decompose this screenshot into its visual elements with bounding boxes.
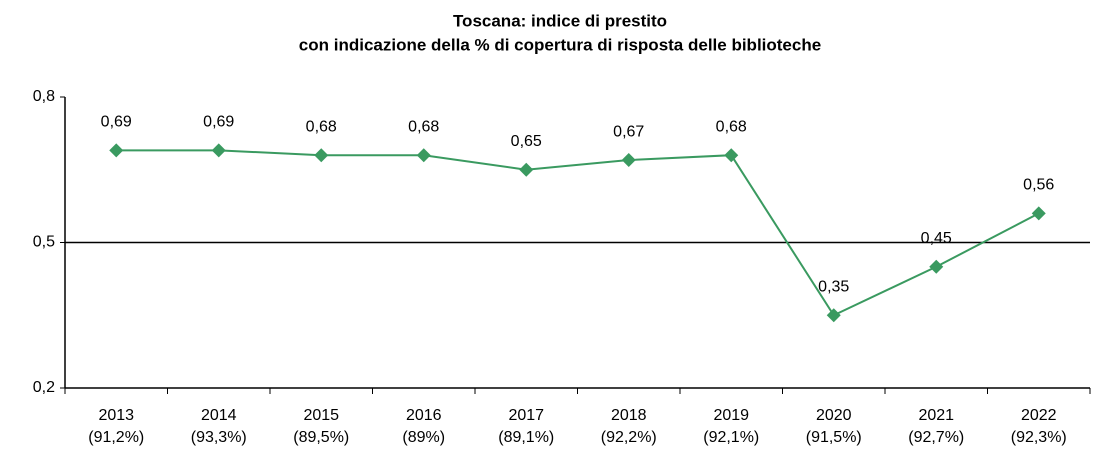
x-tick-label: 2021 [918,407,954,424]
data-label: 0,69 [203,114,234,131]
x-tick-sublabel: (91,2%) [88,429,144,446]
x-tick-sublabel: (92,3%) [1011,429,1067,446]
x-tick-label: 2017 [508,407,544,424]
x-tick-sublabel: (89,5%) [293,429,349,446]
marker [621,153,636,168]
x-tick-sublabel: (89%) [402,429,445,446]
x-tick-label: 2013 [98,407,134,424]
x-tick-sublabel: (92,1%) [703,429,759,446]
marker [929,259,944,274]
x-tick-sublabel: (89,1%) [498,429,554,446]
data-label: 0,68 [408,118,439,135]
x-tick-sublabel: (93,3%) [191,429,247,446]
y-tick-label: 0,5 [33,234,55,251]
marker [211,143,226,158]
x-tick-label: 2020 [816,407,852,424]
x-tick-label: 2015 [303,407,339,424]
x-tick-sublabel: (91,5%) [806,429,862,446]
chart-subtitle: con indicazione della % di copertura di … [299,35,821,54]
marker [109,143,124,158]
x-tick-label: 2014 [201,407,237,424]
x-tick-label: 2022 [1021,407,1057,424]
x-tick-label: 2016 [406,407,442,424]
y-tick-label: 0,8 [33,88,55,105]
data-label: 0,69 [101,114,132,131]
marker [1031,206,1046,221]
data-label: 0,35 [818,278,849,295]
data-label: 0,45 [921,230,952,247]
x-tick-sublabel: (92,2%) [601,429,657,446]
marker [724,148,739,163]
marker [519,162,534,177]
x-tick-label: 2019 [713,407,749,424]
x-tick-sublabel: (92,7%) [908,429,964,446]
marker [314,148,329,163]
marker [826,308,841,323]
data-label: 0,68 [716,118,747,135]
y-tick-label: 0,2 [33,379,55,396]
data-label: 0,56 [1023,177,1054,194]
x-tick-label: 2018 [611,407,647,424]
data-label: 0,68 [306,118,337,135]
data-label: 0,67 [613,123,644,140]
marker [416,148,431,163]
data-label: 0,65 [511,133,542,150]
line [116,149,1040,317]
chart-title: Toscana: indice di prestito [453,11,667,30]
